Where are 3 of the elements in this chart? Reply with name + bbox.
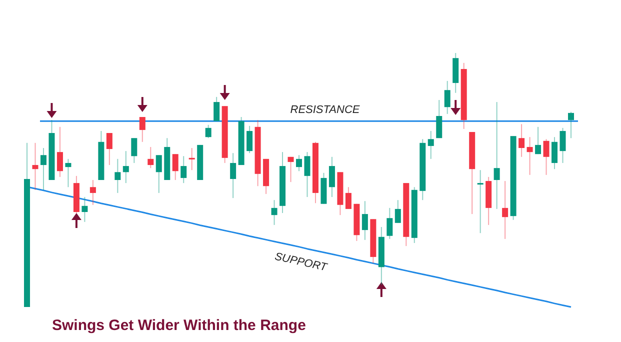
text: SUPPORT bbox=[274, 250, 330, 274]
ref-line-label: RESISTANCE bbox=[290, 104, 360, 116]
text: Swings Get Wider Within the Range bbox=[52, 317, 306, 334]
